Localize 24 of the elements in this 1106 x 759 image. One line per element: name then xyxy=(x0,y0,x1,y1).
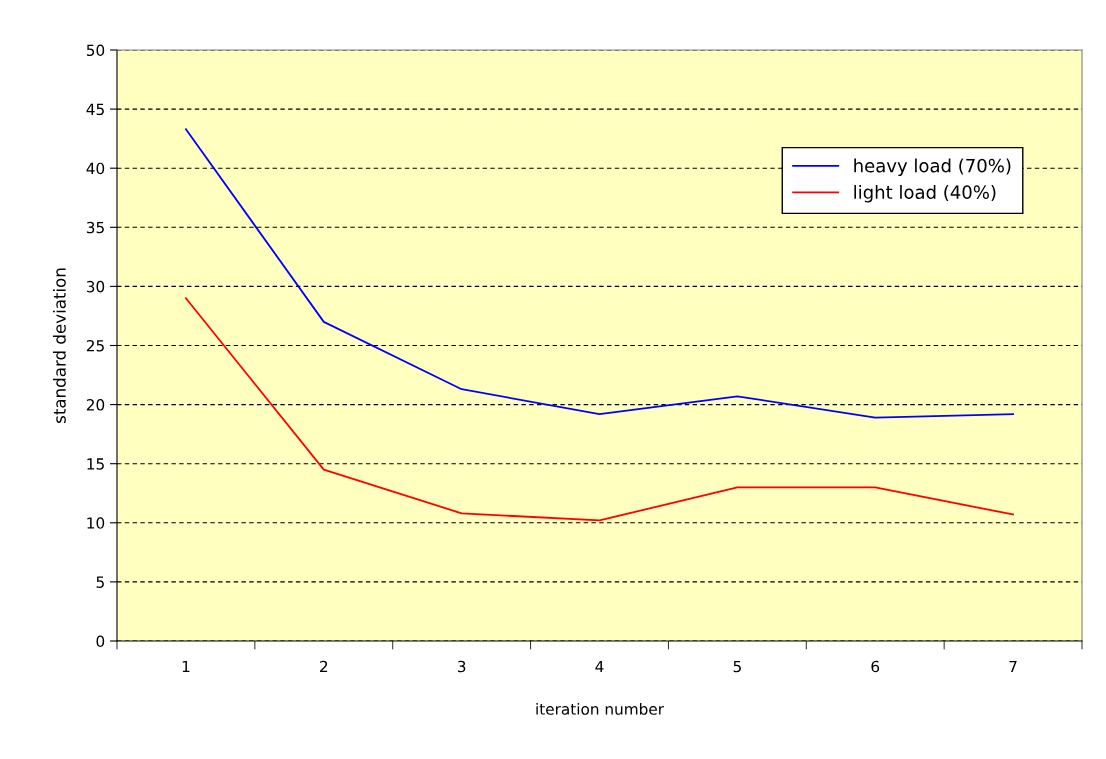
y-axis-title: standard deviation xyxy=(52,268,66,423)
y-tick-label: 15 xyxy=(87,458,104,470)
x-tick-label: 7 xyxy=(1009,660,1017,673)
legend-label: heavy load (70%) xyxy=(854,158,1011,176)
y-tick-label: 0 xyxy=(96,635,105,648)
line-series xyxy=(185,297,1014,522)
x-tick-label: 2 xyxy=(320,660,328,673)
line-series xyxy=(185,128,1014,419)
y-tick-label: 50 xyxy=(86,44,105,57)
x-tick-label: 1 xyxy=(182,660,190,673)
y-tick-label: 5 xyxy=(96,576,104,588)
x-tick-label: 5 xyxy=(733,660,741,673)
x-axis-title: iteration number xyxy=(536,703,665,715)
y-tick-label: 10 xyxy=(87,517,105,529)
y-tick-label: 30 xyxy=(86,280,105,293)
y-tick-label: 45 xyxy=(86,103,104,116)
y-tick-label: 25 xyxy=(86,339,104,352)
legend-label: light load (40%) xyxy=(854,185,996,203)
y-tick-label: 40 xyxy=(86,162,105,175)
x-tick-label: 6 xyxy=(871,660,880,673)
x-tick-label: 3 xyxy=(457,660,466,673)
y-tick-label: 20 xyxy=(86,399,105,411)
y-tick-label: 35 xyxy=(86,221,104,234)
x-tick-label: 4 xyxy=(595,660,604,673)
